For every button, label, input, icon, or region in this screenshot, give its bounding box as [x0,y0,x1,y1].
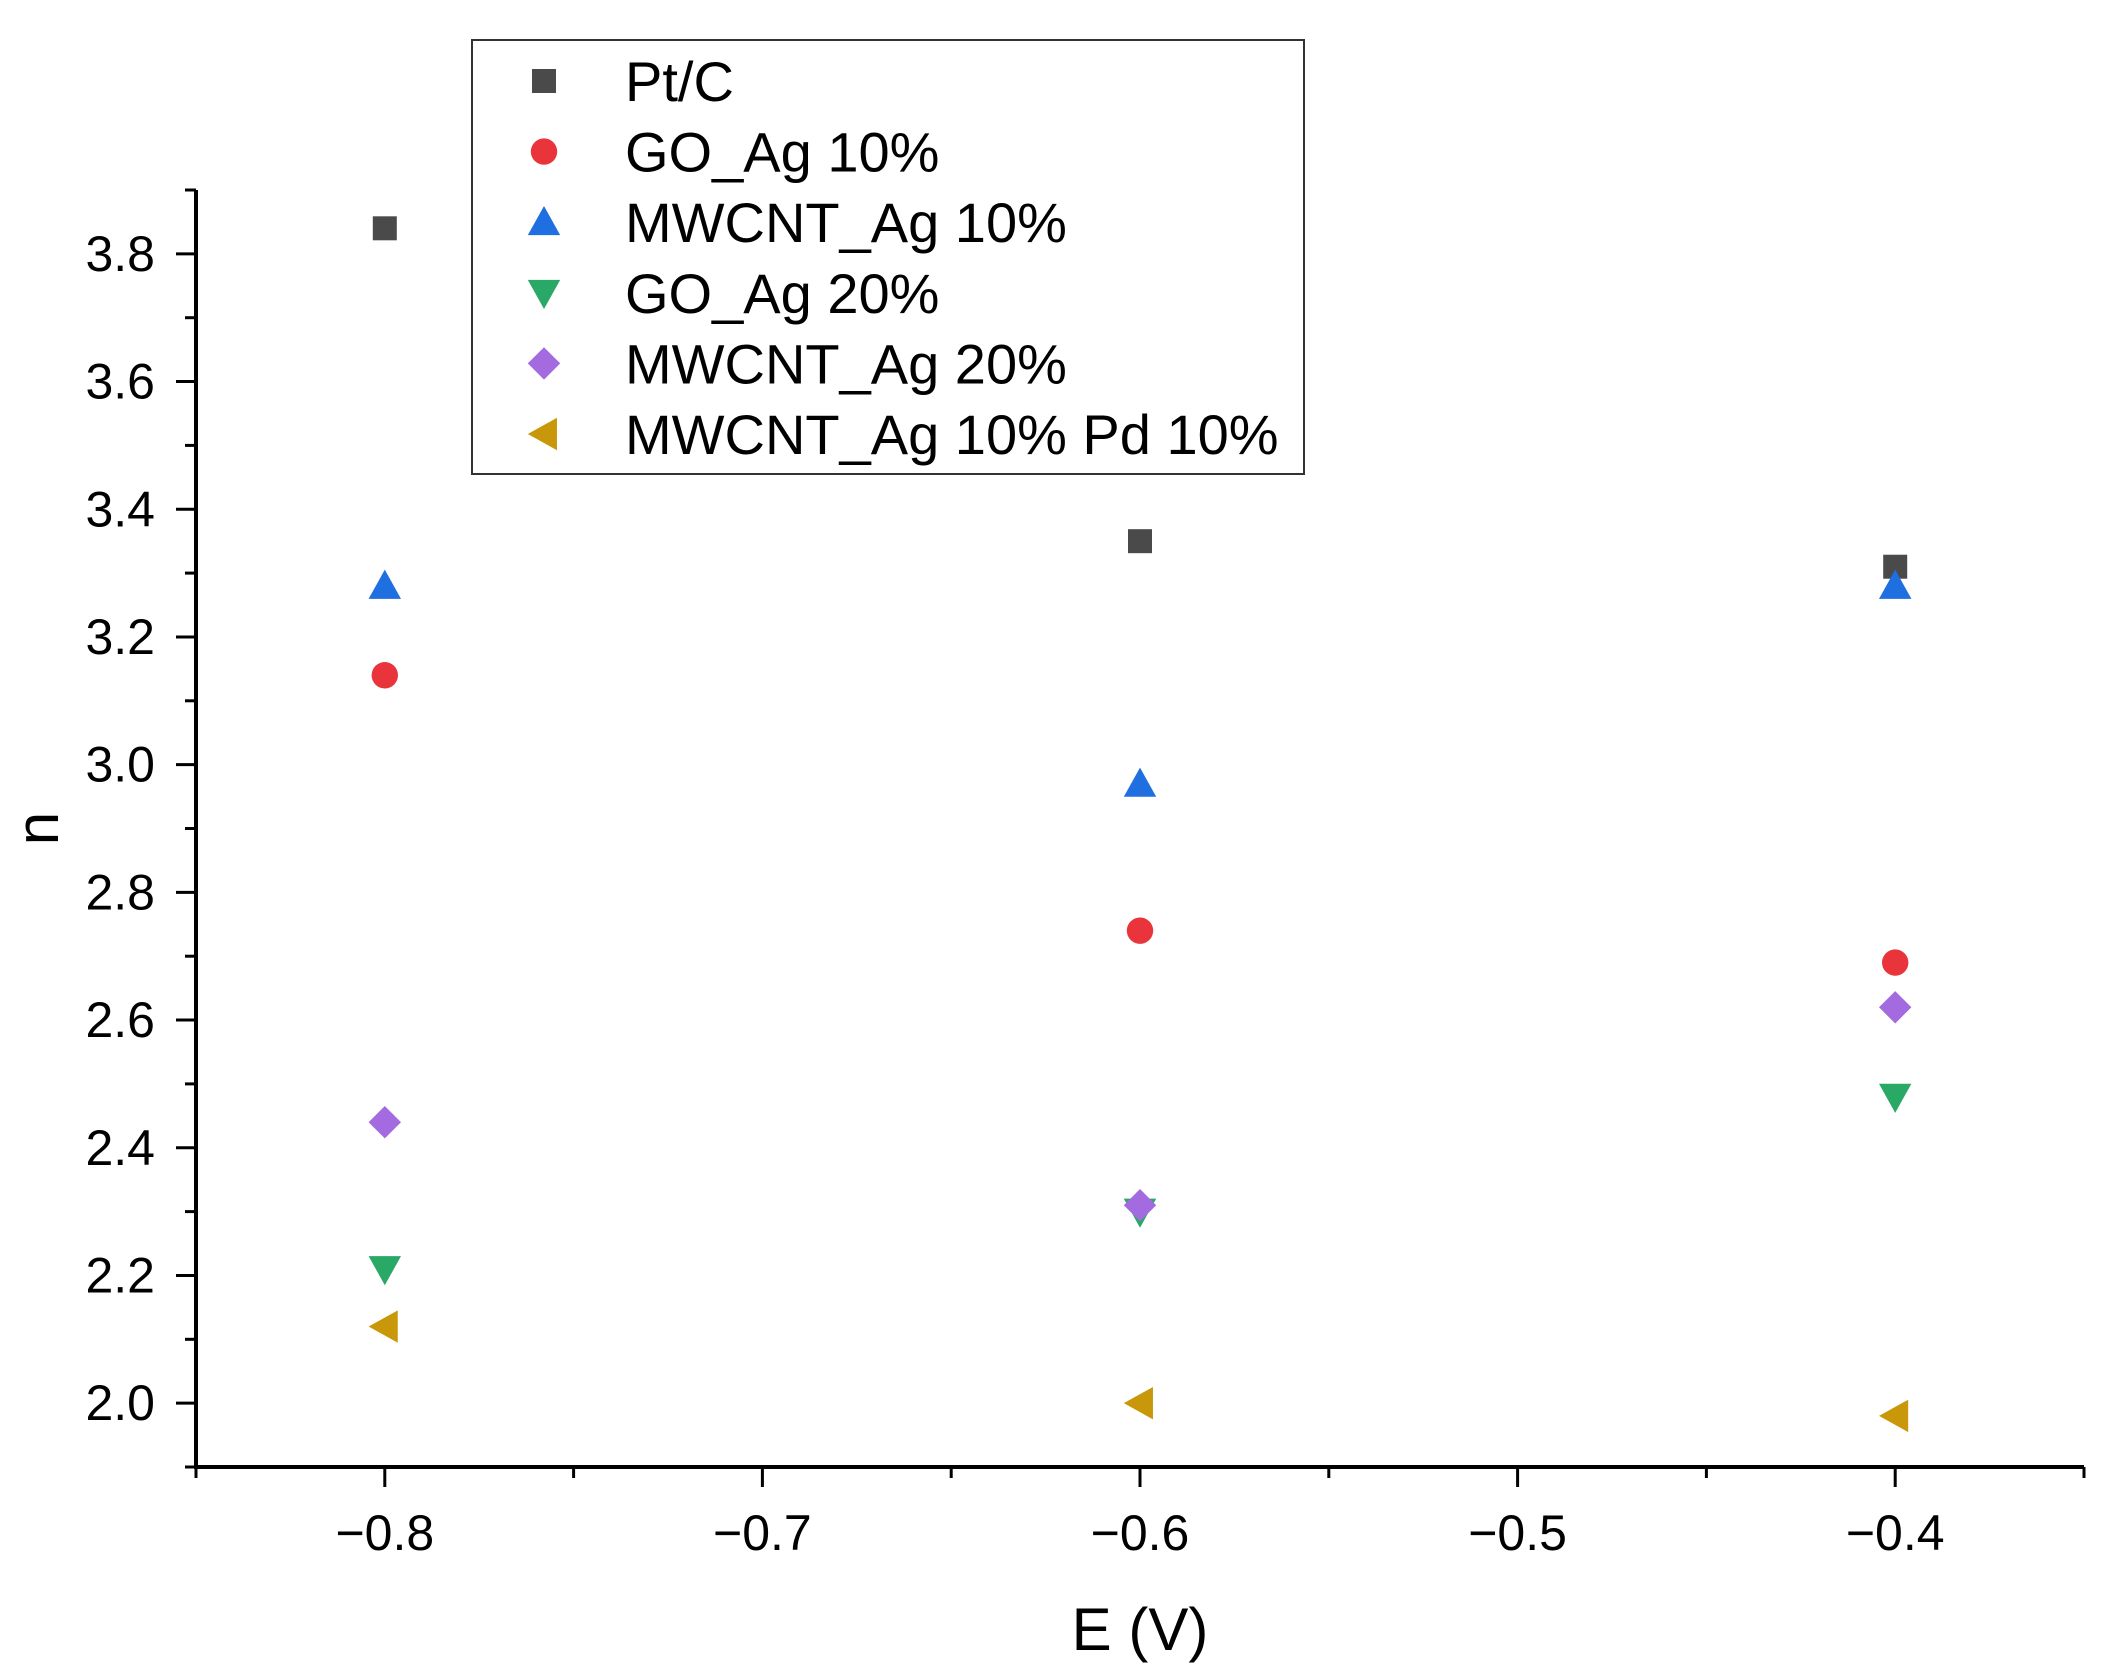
data-point-series-2 [1123,767,1157,797]
y-tick-label: 3.8 [85,226,155,282]
x-tick-label: −0.6 [1091,1505,1190,1561]
y-tick-label: 3.6 [85,354,155,410]
x-tick-label: −0.7 [713,1505,812,1561]
y-tick-label: 3.2 [85,609,155,665]
legend-marker [527,417,557,451]
data-point-series-2 [368,569,401,599]
data-point-series-2 [1879,569,1912,599]
y-tick-label: 2.4 [85,1120,155,1176]
data-point-series-0 [372,216,397,241]
data-point-series-5 [368,1310,398,1343]
legend-marker [530,138,558,165]
data-point-series-5 [1879,1399,1909,1433]
legend-label: Pt/C [625,50,734,113]
y-tick-label: 2.8 [85,864,155,920]
x-tick-label: −0.4 [1846,1505,1945,1561]
data-point-series-4 [1123,1189,1157,1222]
legend-marker [527,347,561,380]
y-tick-label: 2.6 [85,992,155,1048]
legend-label: MWCNT_Ag 10% [625,191,1067,254]
y-tick-label: 3.4 [85,481,155,537]
data-point-series-0 [1128,529,1152,554]
data-point-series-3 [1879,1083,1912,1113]
legend-label: MWCNT_Ag 20% [625,332,1067,395]
data-points [368,216,1912,1433]
legend-label: GO_Ag 20% [625,262,939,325]
legend: Pt/C GO_Ag 10% MWCNT_Ag 10% GO_Ag 20% MWCNT_… [471,39,1305,475]
x-axis-title: E (V) [1072,1596,1209,1663]
data-point-series-4 [1879,991,1912,1024]
data-point-series-1 [1882,949,1909,976]
y-tick-label: 2.2 [85,1247,155,1303]
legend-label: GO_Ag 10% [625,121,939,184]
legend-marker [532,69,556,93]
legend-marker [527,206,561,236]
y-tick-label: 2.0 [85,1375,155,1431]
legend-box [471,39,1305,475]
data-point-series-1 [1126,917,1154,944]
y-tick-label: 3.0 [85,737,155,793]
x-tick-label: −0.8 [335,1505,434,1561]
data-point-series-5 [1123,1386,1153,1420]
legend-marker [527,279,561,309]
axes: −0.8 −0.7 −0.6 −0.5 −0.4 2.0 2.2 2.4 2.6 2.8 3.0 3.… [4,188,2086,1663]
x-tick-label: −0.5 [1468,1505,1567,1561]
data-point-series-4 [368,1106,401,1139]
legend-label: MWCNT_Ag 10% Pd 10% [625,403,1279,466]
data-point-series-3 [368,1256,401,1286]
data-point-series-1 [371,662,398,689]
y-axis-title: n [4,812,71,845]
